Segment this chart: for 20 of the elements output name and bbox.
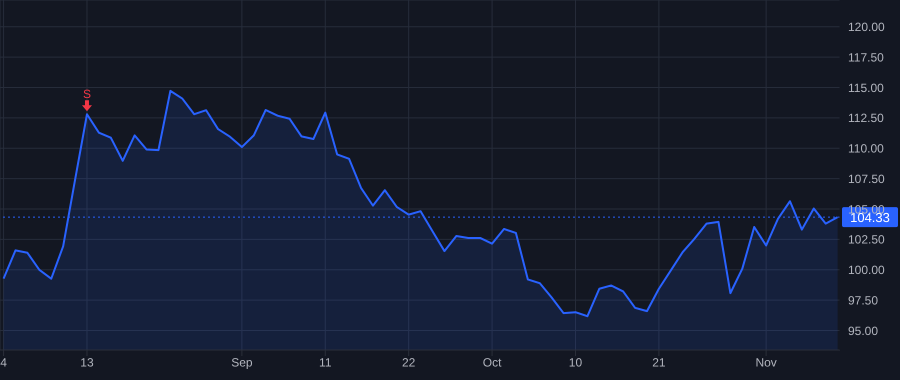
x-tick-label: 13: [80, 356, 94, 370]
annotation: S: [82, 87, 91, 102]
x-tick-label: 22: [402, 356, 416, 370]
y-tick-label: 95.00: [848, 324, 878, 338]
x-tick-label: 10: [568, 356, 582, 370]
y-tick-label: 102.50: [848, 232, 886, 247]
x-tick-label: 21: [652, 356, 666, 370]
x-tick-label: Nov: [755, 356, 777, 370]
y-tick-label: 100.00: [848, 263, 886, 278]
x-tick-label: 11: [319, 356, 332, 370]
y-tick-label: 115.00: [848, 80, 884, 95]
x-tick-label: Sep: [231, 356, 253, 370]
y-tick-label: 97.50: [848, 293, 878, 308]
y-tick-label: 120.00: [848, 20, 886, 34]
y-tick-label: 112.50: [848, 111, 884, 126]
y-tick-label: 117.50: [848, 50, 884, 64]
x-tick-label: Oct: [482, 356, 502, 370]
x-tick-label: 4: [0, 356, 8, 370]
y-tick-label: 107.50: [848, 172, 886, 186]
y-tick-label: 110.00: [848, 142, 884, 156]
